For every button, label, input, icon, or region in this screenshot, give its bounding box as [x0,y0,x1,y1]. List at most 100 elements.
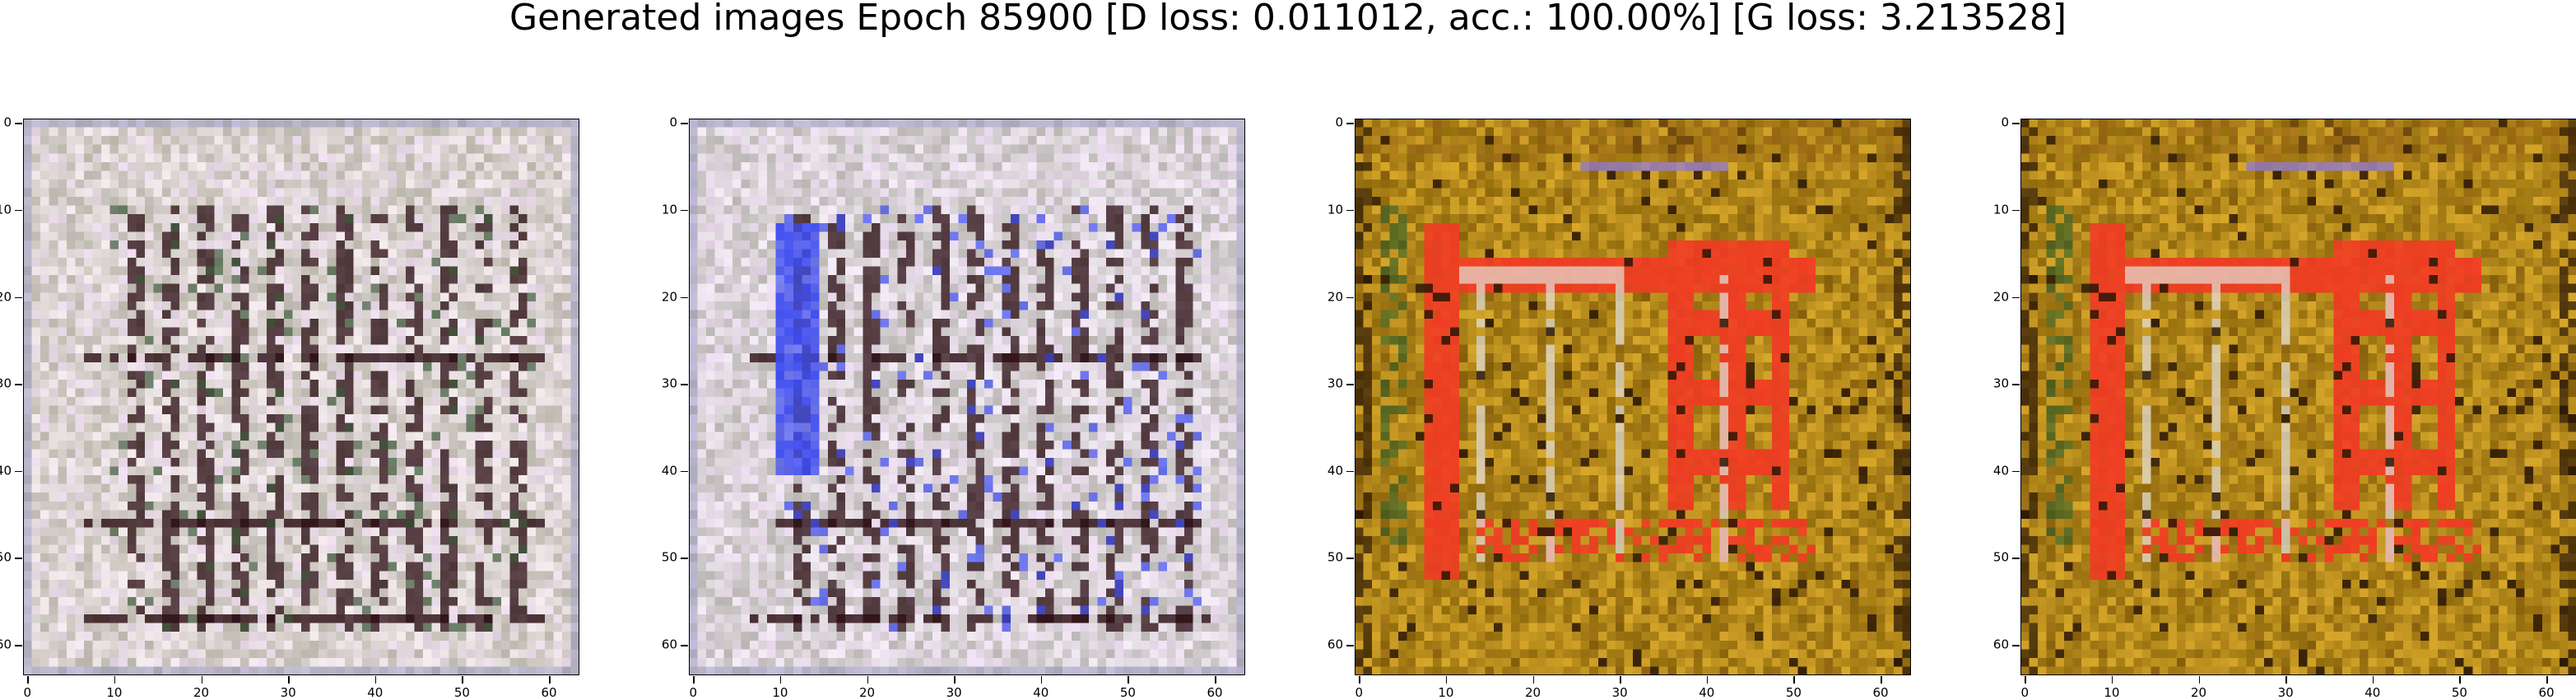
x-tick [201,676,203,684]
x-tick-label: 20 [1524,685,1541,700]
y-tick-label: 10 [1327,202,1343,217]
x-tick [2025,676,2026,684]
y-tick-label: 0 [1335,114,1343,130]
y-tick [681,645,688,646]
x-tick [27,676,29,684]
x-tick-label: 0 [2020,685,2030,700]
axes-frame [689,119,1245,675]
y-tick-label: 60 [1992,637,2009,652]
generated-sample-3 [1355,119,1911,675]
x-tick [954,676,956,684]
y-tick-label: 50 [1327,549,1343,565]
y-tick [15,209,22,212]
y-tick [1346,384,1354,385]
y-tick-label: 50 [661,549,677,565]
y-tick [1346,470,1354,473]
y-tick-label: 60 [0,637,12,652]
y-tick-label: 10 [661,202,677,217]
x-tick-label: 0 [1355,685,1364,700]
y-tick [15,123,22,124]
x-tick-label: 30 [2277,685,2294,700]
x-tick [1881,676,1882,684]
y-tick-label: 10 [0,202,12,217]
y-tick [2012,645,2020,646]
x-tick-label: 30 [280,685,296,700]
x-tick-label: 10 [1438,685,1454,700]
y-tick [2012,384,2020,385]
y-tick-label: 30 [1992,376,2009,391]
y-tick [15,384,22,385]
x-tick-label: 40 [1699,685,1715,700]
x-tick [1128,676,1129,684]
figure-title: Generated images Epoch 85900 [D loss: 0.… [509,0,2067,39]
y-tick [15,558,22,559]
x-tick [462,676,463,684]
y-tick [2012,296,2020,299]
y-tick [681,296,688,299]
x-tick [1040,676,1043,684]
y-tick-label: 40 [661,463,677,478]
x-tick [1359,676,1360,684]
x-tick-label: 10 [2104,685,2120,700]
y-tick [681,470,688,473]
x-tick-label: 20 [193,685,210,700]
x-tick [2198,676,2201,684]
x-tick-label: 50 [1785,685,1802,700]
y-tick [1346,296,1354,299]
x-tick [2546,676,2548,684]
y-tick-label: 0 [669,114,677,130]
y-tick-label: 50 [1992,549,2009,565]
x-tick [1215,676,1216,684]
generated-sample-2 [689,119,1245,675]
x-tick [374,676,377,684]
x-tick [1620,676,1621,684]
y-tick-label: 20 [661,289,677,305]
y-tick [15,470,22,473]
y-tick-label: 30 [0,376,12,391]
y-tick-label: 20 [0,289,12,305]
x-tick-label: 20 [858,685,876,700]
y-tick [2012,558,2020,559]
x-tick-label: 0 [23,685,32,700]
x-tick-label: 50 [453,685,470,700]
y-tick-label: 0 [3,114,12,130]
axes-frame [2020,119,2576,675]
y-tick-label: 60 [661,637,677,652]
x-tick [2372,676,2374,684]
x-tick-label: 30 [1611,685,1628,700]
y-tick-label: 40 [1327,463,1343,478]
y-tick [1346,123,1354,124]
x-tick [549,676,551,684]
x-tick-label: 20 [2190,685,2207,700]
y-tick-label: 50 [0,549,12,565]
y-tick-label: 20 [1992,289,2009,305]
x-tick-label: 50 [2451,685,2467,700]
image-axes-4: 0 10 20 30 40 50 60 0 10 20 30 40 50 60 [1993,116,2576,699]
x-tick [1532,676,1535,684]
x-tick-label: 40 [367,685,384,700]
x-tick [1706,676,1709,684]
y-tick [1346,558,1354,559]
y-tick-label: 20 [1327,289,1343,305]
axes-frame [23,119,579,675]
x-tick [693,676,695,684]
x-tick [288,676,290,684]
y-tick [681,209,688,212]
x-tick-label: 10 [772,685,788,700]
y-tick-label: 30 [661,376,677,391]
x-tick-label: 10 [106,685,123,700]
x-tick-label: 60 [2538,685,2555,700]
y-tick [681,384,688,385]
y-tick-label: 40 [0,463,12,478]
x-tick [779,676,782,684]
x-tick [1445,676,1448,684]
x-tick-label: 60 [541,685,557,700]
y-tick [1346,209,1354,212]
image-axes-3: 0 10 20 30 40 50 60 0 10 20 30 40 50 60 [1328,116,1911,699]
y-tick [15,645,22,646]
y-tick-label: 0 [2001,114,2009,130]
y-tick [15,296,22,299]
x-tick [114,676,116,684]
y-tick-label: 10 [1992,202,2009,217]
generated-sample-4 [2020,119,2576,675]
